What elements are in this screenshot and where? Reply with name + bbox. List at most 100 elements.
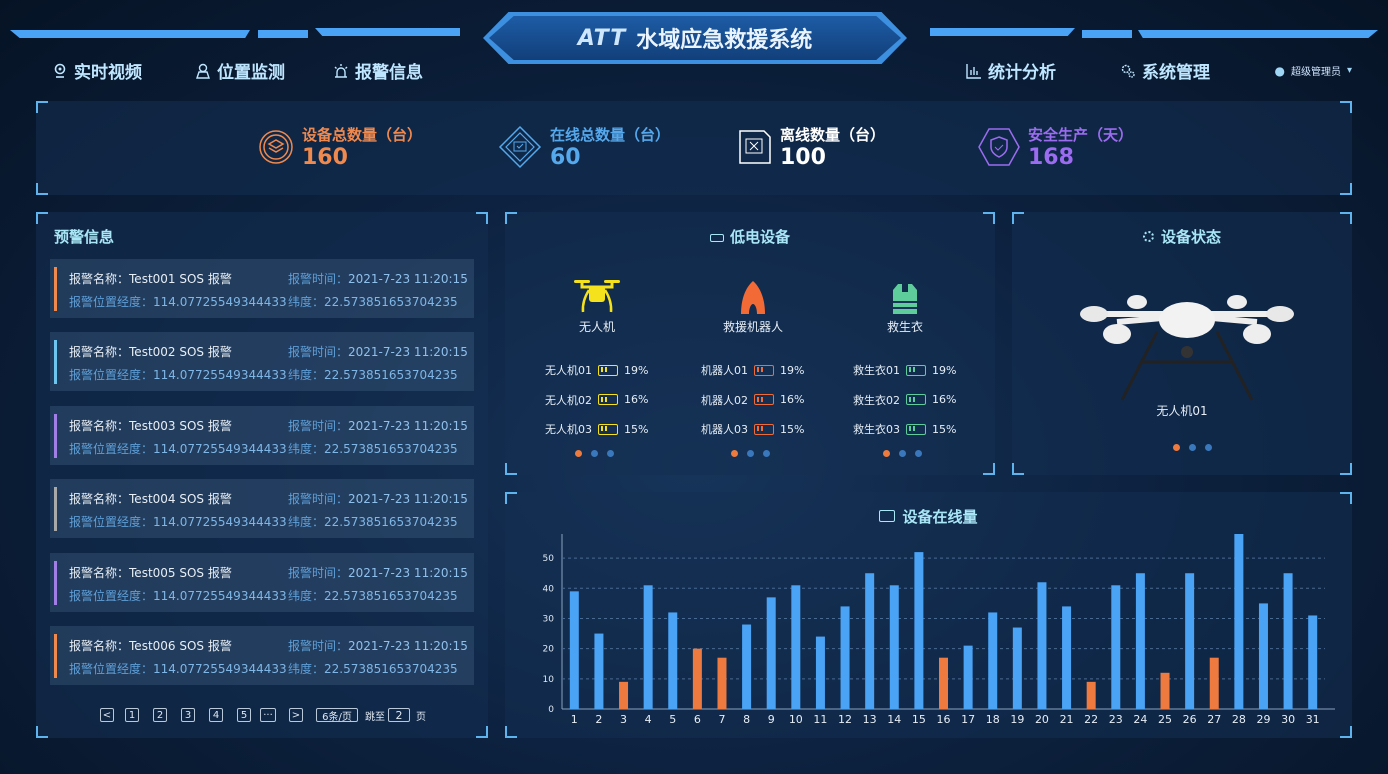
field-value: 114.07725549344433 xyxy=(153,295,287,309)
carousel-dot[interactable] xyxy=(1189,444,1196,451)
bar[interactable] xyxy=(619,681,629,709)
bar[interactable] xyxy=(1258,603,1268,709)
jump-page-input[interactable]: 2 xyxy=(388,708,410,722)
battery-percent: 19% xyxy=(780,363,805,377)
carousel-dot[interactable] xyxy=(915,450,922,457)
app-title: ATT 水域应急救援系统 xyxy=(489,16,901,60)
carousel-dot[interactable] xyxy=(763,450,770,457)
bar[interactable] xyxy=(766,597,776,709)
carousel-dot[interactable] xyxy=(1205,444,1212,451)
bar[interactable] xyxy=(815,636,825,709)
bar[interactable] xyxy=(963,645,973,709)
bar[interactable] xyxy=(1111,585,1121,709)
drone-icon xyxy=(522,278,672,316)
alert-item[interactable]: 报警名称：Test004 SOS 报警 报警时间：2021-7-23 11:20:… xyxy=(50,479,474,539)
alert-item[interactable]: 报警名称：Test006 SOS 报警 报警时间：2021-7-23 11:20:… xyxy=(50,626,474,685)
field-label: 报警时间： xyxy=(288,492,349,507)
bar[interactable] xyxy=(643,585,653,709)
bar[interactable] xyxy=(1185,573,1195,709)
page-button[interactable]: 5 xyxy=(237,708,251,722)
page-button[interactable]: 1 xyxy=(125,708,139,722)
bar[interactable] xyxy=(594,633,604,709)
bar[interactable] xyxy=(742,624,752,709)
prev-page-button[interactable]: < xyxy=(100,708,114,722)
bar[interactable] xyxy=(1012,627,1022,709)
device-name: 机器人01 xyxy=(701,364,748,377)
carousel-dot[interactable] xyxy=(747,450,754,457)
battery-percent: 15% xyxy=(780,422,805,436)
bar[interactable] xyxy=(1283,573,1293,709)
x-tick-label: 23 xyxy=(1109,713,1123,726)
location-pin-icon xyxy=(54,63,66,78)
bar[interactable] xyxy=(840,606,850,709)
bar[interactable] xyxy=(914,552,924,709)
x-tick-label: 5 xyxy=(669,713,676,726)
user-icon: ● xyxy=(1274,63,1285,78)
alert-item[interactable]: 报警名称：Test003 SOS 报警 报警时间：2021-7-23 11:20:… xyxy=(50,405,474,465)
bar[interactable] xyxy=(1209,657,1219,709)
x-tick-label: 24 xyxy=(1133,713,1147,726)
carousel-dot[interactable] xyxy=(883,450,890,457)
bar[interactable] xyxy=(1135,573,1145,709)
bar[interactable] xyxy=(692,648,702,709)
bar[interactable] xyxy=(889,585,899,709)
carousel-dot[interactable] xyxy=(899,450,906,457)
more-pages-button[interactable]: ··· xyxy=(260,708,276,722)
nav-statistics[interactable]: 统计分析 xyxy=(966,58,1056,83)
low-power-device[interactable]: 机器人02 16% xyxy=(701,392,804,408)
battery-level-icon xyxy=(598,364,618,376)
bar[interactable] xyxy=(1037,582,1047,709)
carousel-dots[interactable] xyxy=(1173,444,1212,451)
bar[interactable] xyxy=(1086,681,1096,709)
carousel-dot[interactable] xyxy=(607,450,614,457)
nav-alarm-info[interactable]: 报警信息 xyxy=(333,58,423,83)
carousel-dot[interactable] xyxy=(1173,444,1180,451)
page-button[interactable]: 2 xyxy=(153,708,167,722)
bar[interactable] xyxy=(1308,615,1318,709)
x-tick-label: 4 xyxy=(645,713,652,726)
battery-icon xyxy=(709,234,724,242)
bar[interactable] xyxy=(791,585,801,709)
bar[interactable] xyxy=(1160,672,1170,709)
page-button[interactable]: 4 xyxy=(209,708,223,722)
low-power-device[interactable]: 无人机03 15% xyxy=(545,421,648,437)
carousel-dot[interactable] xyxy=(591,450,598,457)
y-tick-label: 20 xyxy=(543,645,555,655)
bar[interactable] xyxy=(1062,606,1072,709)
user-menu[interactable]: ● 超级管理员 ▾ xyxy=(1274,63,1352,79)
alert-item[interactable]: 报警名称：Test001 SOS 报警 报警时间：2021-7-23 11:20:… xyxy=(50,259,474,318)
alert-item[interactable]: 报警名称：Test002 SOS 报警 报警时间：2021-7-23 11:20:… xyxy=(50,332,474,392)
alerts-panel: 预警信息 xyxy=(36,212,488,738)
page-size-select[interactable]: 6条/页 xyxy=(316,708,358,723)
bar[interactable] xyxy=(1234,534,1244,709)
bar[interactable] xyxy=(988,612,998,709)
carousel-dots[interactable] xyxy=(731,450,770,457)
nav-realtime-video[interactable]: 实时视频 xyxy=(52,58,142,83)
monitor-icon xyxy=(879,510,896,522)
bar[interactable] xyxy=(668,612,678,709)
nav-system-manage[interactable]: 系统管理 xyxy=(1120,58,1210,83)
carousel-dot[interactable] xyxy=(575,450,582,457)
low-power-device[interactable]: 无人机02 16% xyxy=(545,392,648,408)
low-power-device[interactable]: 机器人01 19% xyxy=(701,362,804,378)
carousel-dot[interactable] xyxy=(731,450,738,457)
carousel-dots[interactable] xyxy=(575,450,614,457)
next-page-button[interactable]: > xyxy=(289,708,303,722)
alert-item[interactable]: 报警名称：Test005 SOS 报警 报警时间：2021-7-23 11:20:… xyxy=(50,552,474,612)
carousel-dots[interactable] xyxy=(883,450,922,457)
panel-title: 设备状态 xyxy=(1012,226,1352,247)
bar[interactable] xyxy=(717,657,727,709)
bar[interactable] xyxy=(569,591,579,709)
low-power-device[interactable]: 救生衣02 16% xyxy=(853,392,956,408)
bar-chart-icon xyxy=(966,63,981,79)
nav-position-monitor[interactable]: 位置监测 xyxy=(195,58,285,83)
low-power-device[interactable]: 无人机01 19% xyxy=(545,362,648,378)
field-label: 纬度： xyxy=(288,441,325,456)
device-name: 机器人02 xyxy=(701,393,748,407)
bar[interactable] xyxy=(865,573,875,709)
low-power-device[interactable]: 救生衣01 19% xyxy=(853,362,956,378)
page-button[interactable]: 3 xyxy=(181,708,195,722)
bar[interactable] xyxy=(939,657,948,709)
low-power-device[interactable]: 机器人03 15% xyxy=(701,421,804,437)
low-power-device[interactable]: 救生衣03 15% xyxy=(853,421,956,437)
